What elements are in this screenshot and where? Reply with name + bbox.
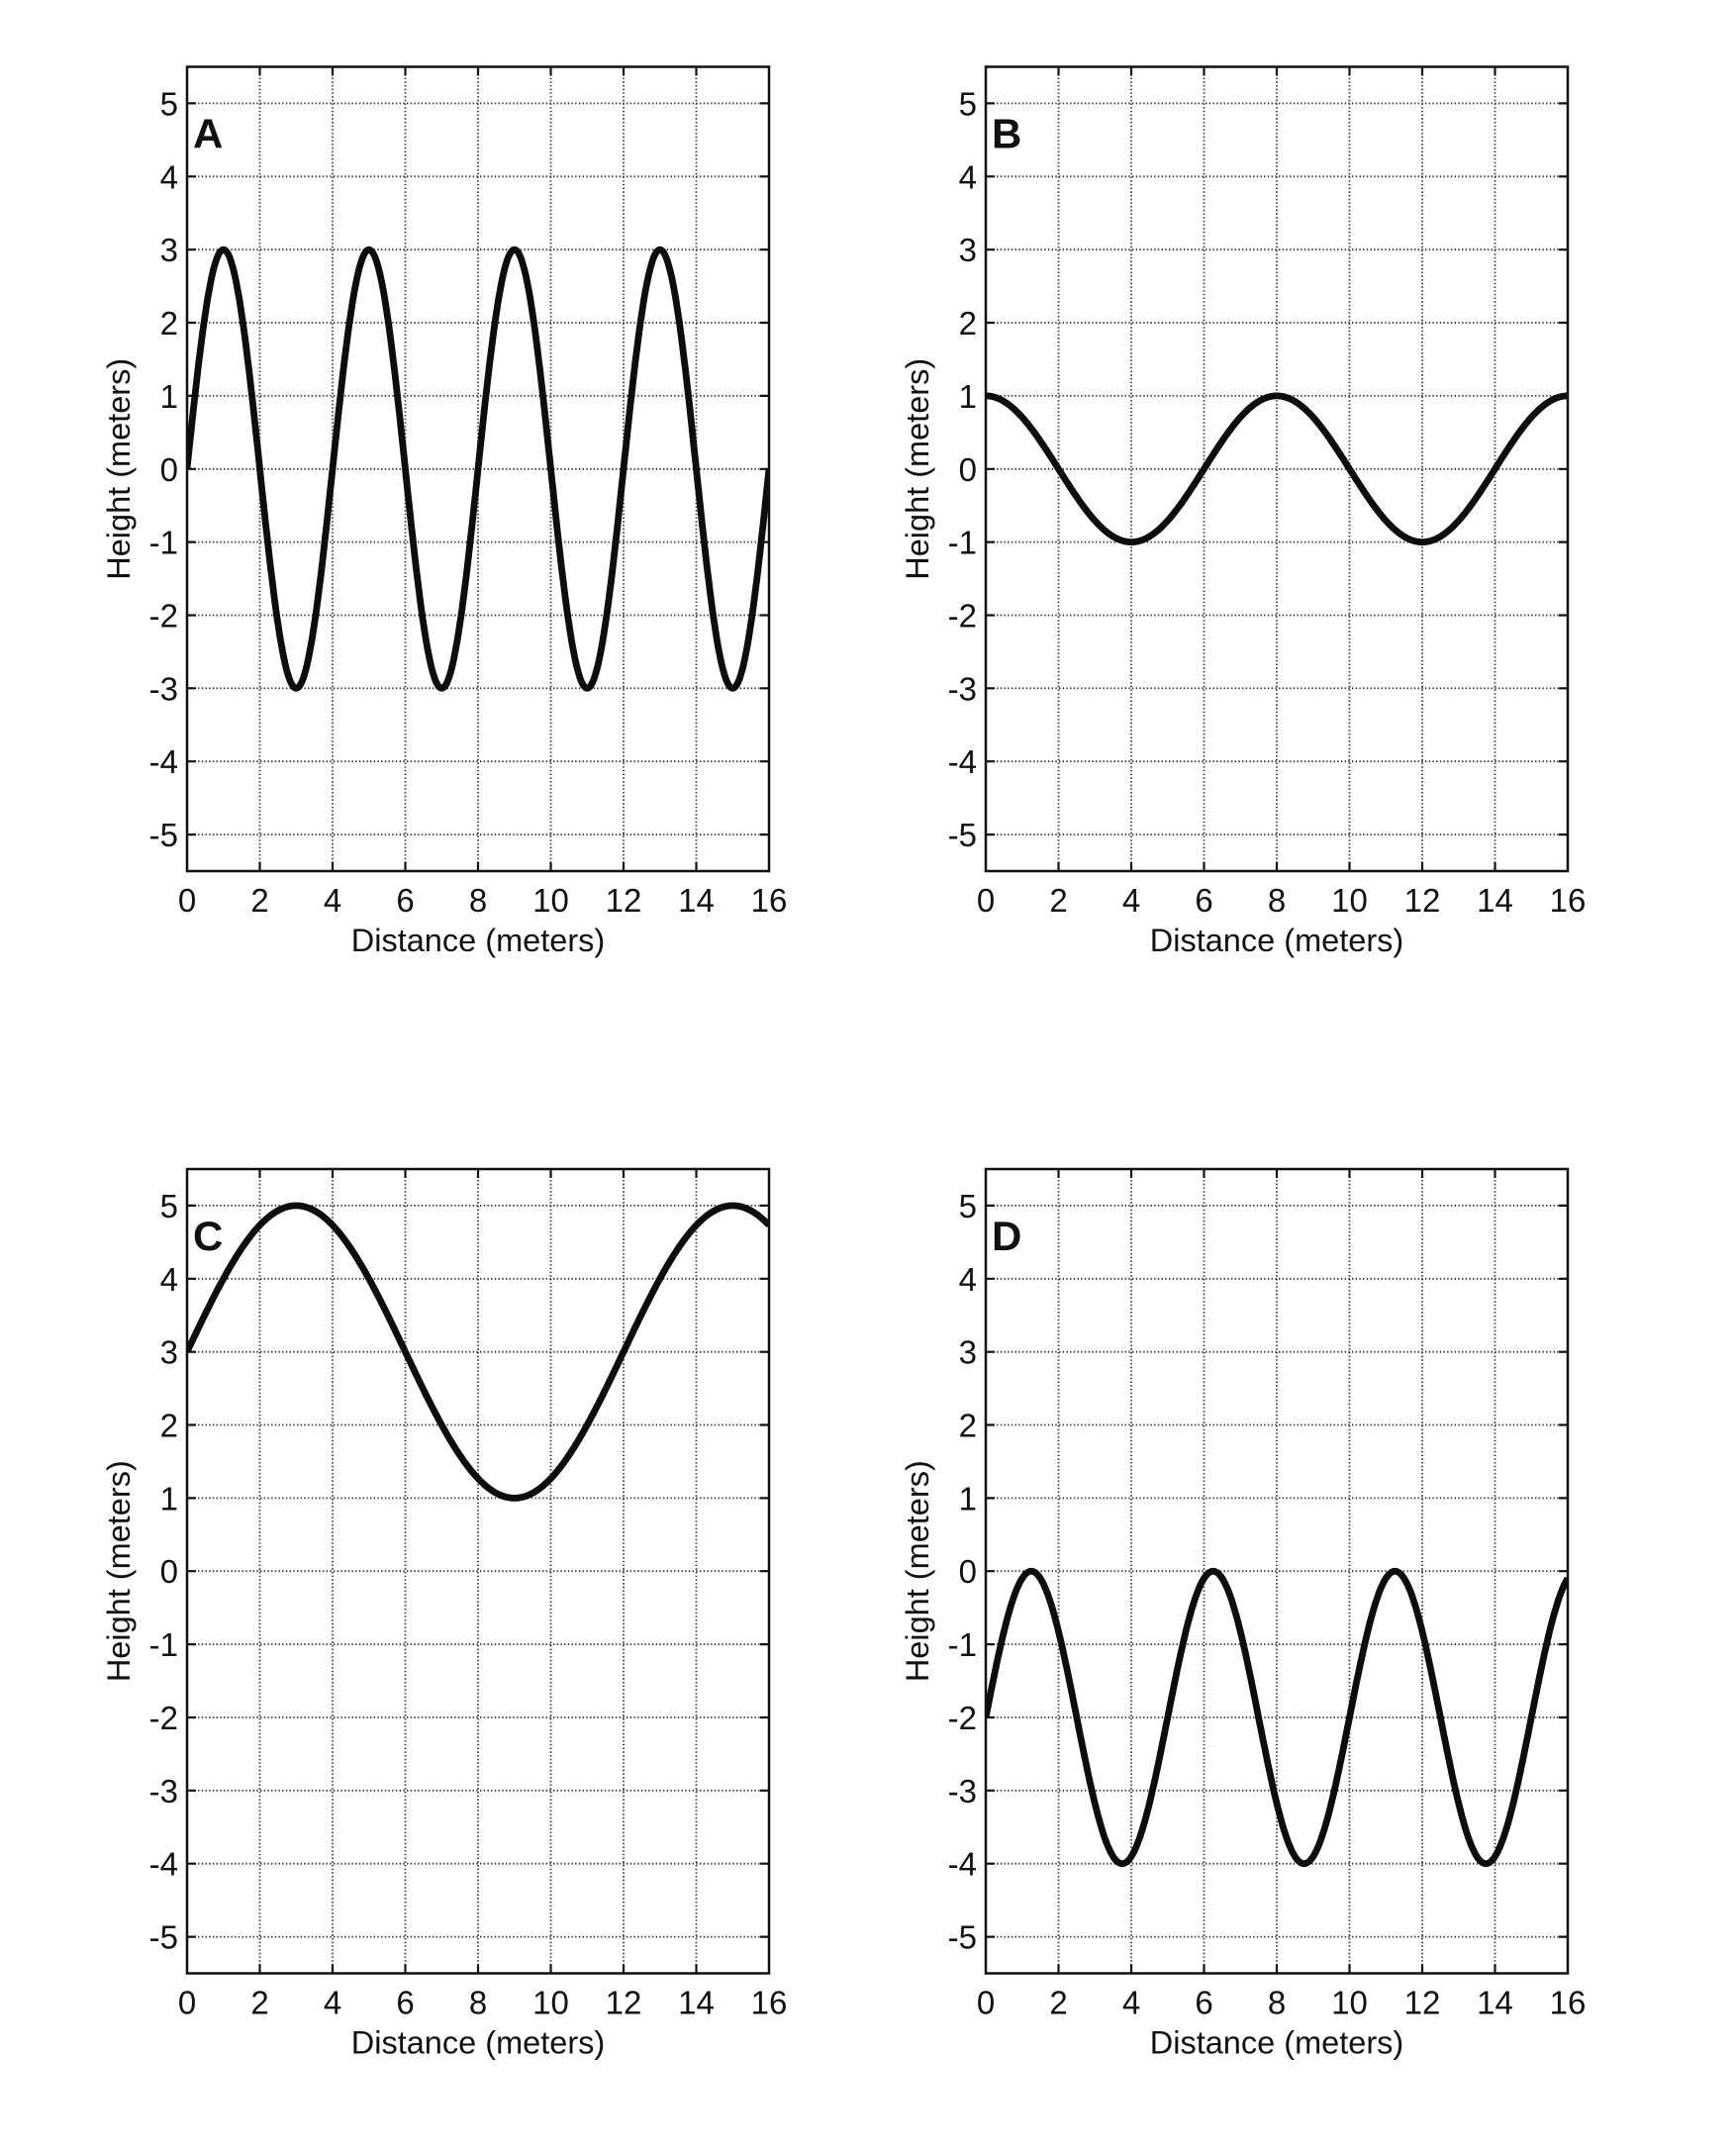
svg-text:-1: -1	[149, 1626, 178, 1663]
svg-text:-1: -1	[149, 525, 178, 561]
svg-text:6: 6	[396, 882, 414, 919]
svg-text:-2: -2	[948, 598, 977, 635]
svg-text:-1: -1	[948, 525, 977, 561]
svg-text:C: C	[193, 1213, 223, 1259]
svg-text:2: 2	[160, 1408, 178, 1444]
svg-text:-2: -2	[149, 1700, 178, 1736]
svg-text:Height (meters): Height (meters)	[900, 1460, 935, 1682]
svg-text:0: 0	[160, 1553, 178, 1590]
svg-text:0: 0	[959, 1553, 977, 1590]
svg-text:10: 10	[1331, 1985, 1368, 2021]
svg-text:-1: -1	[948, 1626, 977, 1663]
svg-text:8: 8	[469, 1985, 487, 2021]
svg-text:D: D	[992, 1213, 1021, 1259]
svg-text:2: 2	[1049, 1985, 1067, 2021]
svg-text:16: 16	[751, 1985, 788, 2021]
svg-text:5: 5	[959, 85, 977, 122]
svg-text:4: 4	[959, 158, 977, 195]
svg-text:3: 3	[160, 232, 178, 268]
svg-text:-5: -5	[149, 1919, 178, 1956]
svg-text:5: 5	[160, 85, 178, 122]
svg-text:-2: -2	[948, 1700, 977, 1736]
svg-text:-3: -3	[149, 1773, 178, 1810]
svg-text:B: B	[992, 111, 1021, 157]
svg-text:6: 6	[396, 1985, 414, 2021]
svg-text:0: 0	[178, 1985, 196, 2021]
svg-text:6: 6	[1195, 1985, 1212, 2021]
svg-text:2: 2	[959, 1408, 977, 1444]
svg-text:2: 2	[250, 882, 268, 919]
svg-text:0: 0	[977, 882, 995, 919]
svg-text:16: 16	[1550, 1985, 1587, 2021]
svg-text:14: 14	[678, 882, 715, 919]
svg-text:Height (meters): Height (meters)	[101, 358, 137, 580]
svg-text:3: 3	[959, 1334, 977, 1371]
svg-text:Height (meters): Height (meters)	[900, 358, 935, 580]
svg-text:12: 12	[1404, 1985, 1441, 2021]
svg-text:4: 4	[160, 1261, 178, 1298]
svg-text:Distance (meters): Distance (meters)	[1150, 923, 1403, 958]
svg-text:8: 8	[1268, 1985, 1286, 2021]
svg-text:A: A	[193, 111, 223, 157]
svg-text:8: 8	[469, 882, 487, 919]
svg-text:14: 14	[1477, 1985, 1513, 2021]
svg-text:4: 4	[324, 1985, 341, 2021]
svg-text:Distance (meters): Distance (meters)	[1150, 2025, 1403, 2061]
svg-text:8: 8	[1268, 882, 1286, 919]
svg-text:-3: -3	[948, 670, 977, 707]
svg-text:5: 5	[160, 1188, 178, 1224]
svg-text:-3: -3	[948, 1773, 977, 1810]
svg-text:16: 16	[751, 882, 788, 919]
svg-text:-4: -4	[948, 1846, 977, 1883]
svg-text:10: 10	[1331, 882, 1368, 919]
svg-text:12: 12	[606, 1985, 642, 2021]
svg-text:4: 4	[959, 1261, 977, 1298]
svg-text:-2: -2	[149, 598, 178, 635]
svg-text:-3: -3	[149, 670, 178, 707]
svg-text:6: 6	[1195, 882, 1212, 919]
svg-text:2: 2	[1049, 882, 1067, 919]
svg-text:14: 14	[678, 1985, 715, 2021]
svg-text:0: 0	[977, 1985, 995, 2021]
svg-text:-5: -5	[149, 817, 178, 853]
svg-text:1: 1	[959, 1480, 977, 1517]
svg-text:14: 14	[1477, 882, 1513, 919]
svg-text:1: 1	[160, 378, 178, 415]
svg-text:4: 4	[160, 158, 178, 195]
svg-text:-5: -5	[948, 817, 977, 853]
svg-text:3: 3	[959, 232, 977, 268]
svg-text:-4: -4	[948, 743, 977, 780]
svg-text:Height (meters): Height (meters)	[101, 1460, 137, 1682]
svg-text:5: 5	[959, 1188, 977, 1224]
svg-text:10: 10	[532, 1985, 569, 2021]
svg-text:16: 16	[1550, 882, 1587, 919]
svg-text:-4: -4	[149, 743, 178, 780]
svg-text:Distance (meters): Distance (meters)	[351, 923, 605, 958]
svg-text:Distance (meters): Distance (meters)	[351, 2025, 605, 2061]
svg-text:0: 0	[178, 882, 196, 919]
svg-text:10: 10	[532, 882, 569, 919]
svg-text:4: 4	[1122, 1985, 1140, 2021]
svg-text:12: 12	[1404, 882, 1441, 919]
svg-text:2: 2	[959, 305, 977, 342]
svg-text:3: 3	[160, 1334, 178, 1371]
svg-text:-4: -4	[149, 1846, 178, 1883]
svg-text:1: 1	[160, 1480, 178, 1517]
svg-text:0: 0	[959, 451, 977, 488]
svg-text:2: 2	[160, 305, 178, 342]
svg-text:1: 1	[959, 378, 977, 415]
svg-text:4: 4	[1122, 882, 1140, 919]
svg-text:0: 0	[160, 451, 178, 488]
svg-text:4: 4	[324, 882, 341, 919]
svg-text:2: 2	[250, 1985, 268, 2021]
svg-text:12: 12	[606, 882, 642, 919]
svg-text:-5: -5	[948, 1919, 977, 1956]
